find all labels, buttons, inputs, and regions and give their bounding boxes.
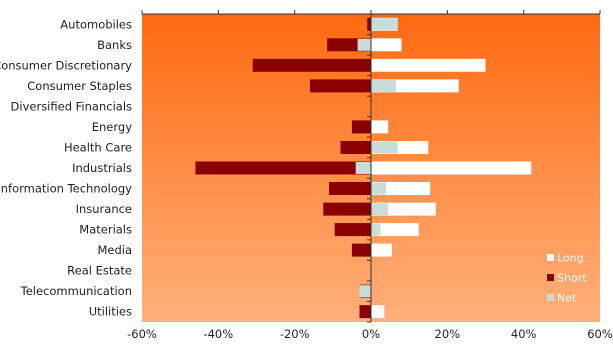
x-tick-label: -20% — [280, 327, 310, 341]
bar-long — [371, 305, 385, 319]
category-label: Energy — [92, 120, 132, 134]
bar-net — [357, 38, 371, 51]
bar-short — [329, 182, 371, 195]
category-label: Health Care — [64, 141, 132, 155]
category-label: Diversified Financials — [11, 99, 132, 113]
category-label: Banks — [97, 38, 132, 52]
bar-net — [371, 79, 396, 92]
category-label: Industrials — [72, 161, 132, 175]
category-label: Consumer Staples — [27, 79, 132, 93]
bar-net — [371, 203, 389, 216]
x-tick-labels: -60% -40% -20% 0% 20% 40% 60% — [127, 327, 613, 341]
bar-long — [371, 38, 402, 52]
category-label: Information Technology — [0, 182, 132, 196]
bar-short — [334, 223, 371, 237]
x-tick-label: 40% — [511, 327, 537, 341]
bars-group — [195, 17, 532, 319]
bar-short — [195, 161, 371, 175]
legend-swatch-short — [547, 274, 554, 281]
bar-long — [371, 161, 532, 175]
category-label: Real Estate — [67, 264, 132, 278]
legend-swatch-long — [547, 254, 554, 261]
category-label: Telecommunication — [20, 284, 132, 298]
x-tick-label: -60% — [127, 327, 157, 341]
category-label: Insurance — [76, 202, 132, 216]
legend-label-long: Long — [557, 252, 584, 265]
legend-label-net: Net — [557, 292, 577, 305]
legend-label-short: Short — [557, 272, 587, 285]
bar-net — [371, 223, 381, 236]
bar-net — [371, 18, 398, 31]
bar-short — [351, 243, 371, 257]
category-label: Materials — [79, 223, 132, 237]
bar-short — [252, 58, 371, 72]
category-label: Consumer Discretionary — [0, 58, 132, 72]
bar-net — [371, 141, 398, 154]
x-tick-label: -40% — [203, 327, 233, 341]
bar-short — [340, 141, 371, 154]
bar-long — [371, 120, 389, 134]
legend: Long Short Net — [547, 252, 587, 305]
category-label: Automobiles — [60, 17, 132, 31]
axes-group — [141, 10, 601, 323]
x-tick-label: 60% — [587, 327, 613, 341]
legend-swatch-net — [547, 294, 554, 301]
category-labels: Automobiles Banks Consumer Discretionary Co… — [0, 17, 132, 318]
bar-short — [323, 202, 371, 216]
bar-long — [371, 243, 392, 257]
bar-short — [359, 305, 371, 319]
bar-short — [309, 79, 371, 93]
bar-net — [359, 285, 371, 298]
x-tick-label: 0% — [362, 327, 380, 341]
bar-long — [371, 58, 486, 72]
bar-short — [367, 17, 371, 31]
category-label: Utilities — [89, 305, 132, 319]
bar-short — [351, 120, 371, 134]
bar-net — [371, 182, 387, 195]
category-label: Media — [97, 243, 132, 257]
bar-long — [371, 223, 419, 237]
bar-net — [355, 162, 371, 174]
x-tick-label: 20% — [435, 327, 461, 341]
